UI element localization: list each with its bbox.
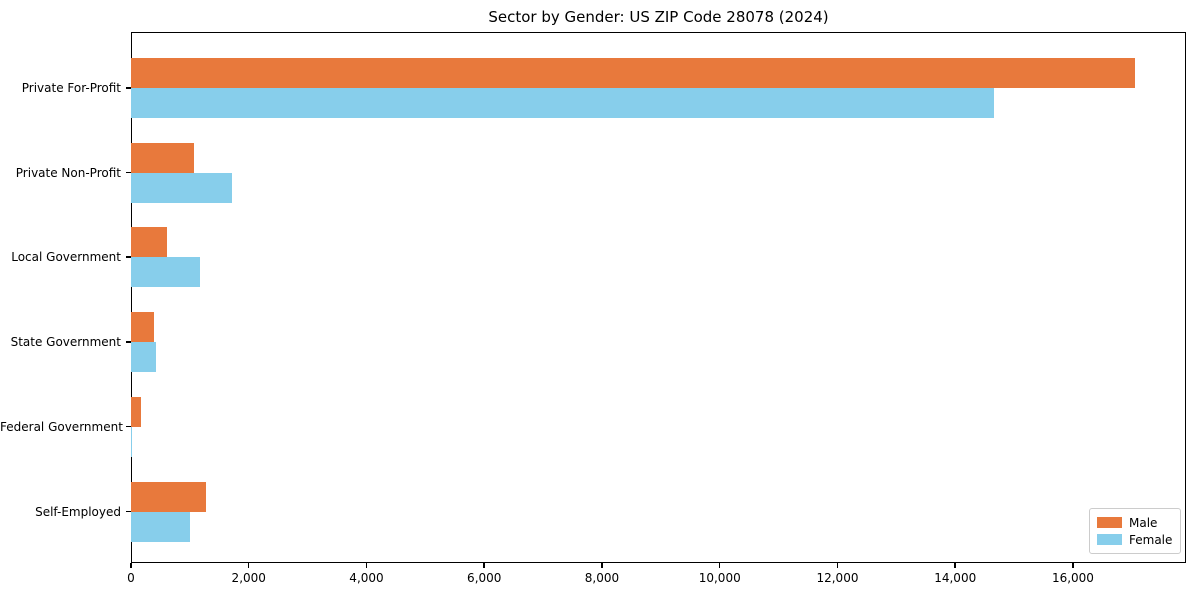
bar-male-federal-government: [131, 396, 142, 427]
bar-male-private-non-profit: [131, 142, 194, 173]
ytick-mark: [126, 87, 131, 89]
ytick-mark: [126, 256, 131, 258]
bar-female-private-for-profit: [131, 88, 995, 118]
bar-female-local-government: [131, 257, 200, 288]
legend: Male Female: [1089, 508, 1181, 554]
legend-entry-male: Male: [1097, 514, 1172, 531]
ytick-label: Federal Government: [0, 419, 123, 434]
xtick-label: 8,000: [584, 571, 620, 585]
xtick-mark: [130, 563, 132, 568]
xtick-label: 2,000: [231, 571, 266, 585]
bar-female-self-employed: [131, 511, 190, 542]
xtick-label: 6,000: [467, 571, 502, 585]
legend-entry-female: Female: [1097, 531, 1172, 548]
bar-female-state-government: [131, 342, 156, 373]
legend-label: Male: [1129, 515, 1158, 530]
ytick-mark: [126, 341, 131, 343]
xtick-label: 0: [127, 571, 135, 585]
bar-male-state-government: [131, 312, 154, 343]
xtick-mark: [718, 563, 721, 568]
bar-female-federal-government: [131, 426, 133, 457]
xtick-label: 12,000: [816, 571, 859, 585]
xtick-mark: [836, 563, 839, 568]
xtick-label: 14,000: [934, 571, 977, 585]
ytick-mark: [126, 510, 131, 512]
xtick-mark: [601, 563, 603, 568]
bar-male-self-employed: [131, 481, 206, 512]
xtick-mark: [483, 563, 485, 568]
xtick-mark: [954, 563, 956, 568]
chart-title: Sector by Gender: US ZIP Code 28078 (202…: [488, 8, 829, 26]
bar-female-private-non-profit: [131, 172, 232, 203]
bar-male-private-for-profit: [131, 58, 1135, 88]
xtick-mark: [247, 563, 250, 568]
ytick-mark: [126, 171, 131, 174]
ytick-label: Local Government: [11, 250, 121, 265]
plot-area: [131, 32, 1186, 563]
xtick-label: 4,000: [349, 571, 384, 585]
legend-swatch-female: [1097, 534, 1122, 545]
ytick-label: State Government: [10, 335, 121, 350]
xtick-mark: [365, 563, 368, 568]
legend-label: Female: [1129, 532, 1173, 547]
ytick-mark: [126, 425, 131, 428]
xtick-mark: [1072, 563, 1074, 568]
ytick-label: Private For-Profit: [21, 81, 121, 95]
ytick-label: Self-Employed: [35, 504, 121, 519]
xtick-label: 10,000: [698, 571, 741, 585]
legend-swatch-male: [1097, 517, 1122, 528]
xtick-label: 16,000: [1051, 571, 1094, 585]
bar-male-local-government: [131, 227, 167, 258]
ytick-label: Private Non-Profit: [15, 165, 121, 180]
